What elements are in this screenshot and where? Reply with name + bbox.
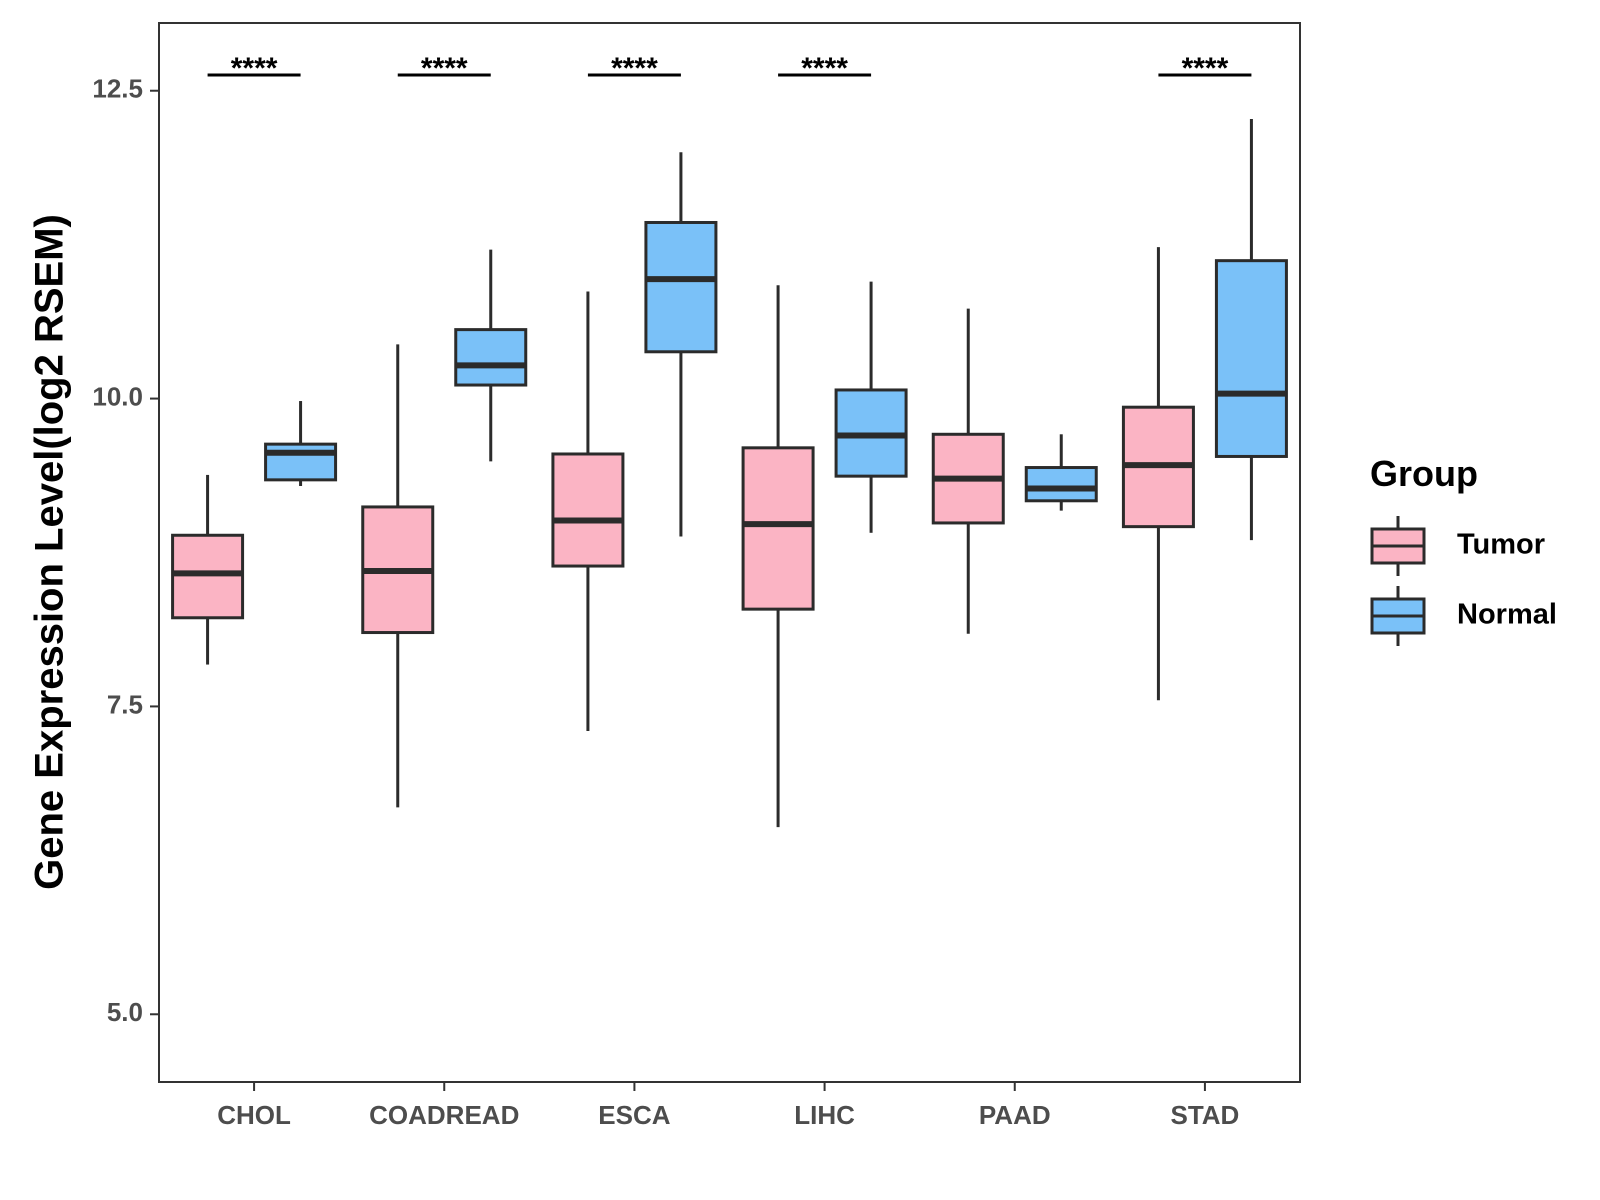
- boxes-layer: [171, 119, 1288, 828]
- significance-label: ****: [611, 52, 658, 85]
- box-tumor-paad: [931, 308, 1005, 634]
- box-normal-stad: [1214, 119, 1288, 541]
- box-body: [644, 220, 718, 354]
- x-tick-label-coadread: COADREAD: [369, 1100, 519, 1130]
- box-body: [1024, 466, 1098, 503]
- box-normal-paad: [1024, 434, 1098, 511]
- box-tumor-stad: [1121, 247, 1195, 701]
- legend-entry-normal: Normal: [1370, 586, 1557, 646]
- significance-lihc: ****: [778, 52, 872, 85]
- box-tumor-chol: [171, 474, 245, 665]
- legend-label: Tumor: [1457, 529, 1545, 561]
- plot-panel-border: [158, 22, 1301, 1083]
- legend-entries: Tumor Normal: [1370, 516, 1557, 646]
- significance-label: ****: [231, 52, 278, 85]
- significance-layer: **** **** **** **** ****: [207, 52, 1252, 85]
- y-axis-title: Gene Expression Level(log2 RSEM): [28, 214, 72, 890]
- x-tick-label-chol: CHOL: [217, 1100, 291, 1130]
- y-axis: 5.0 7.5 10.0 12.5: [92, 74, 159, 1027]
- legend-label: Normal: [1457, 599, 1557, 631]
- significance-coadread: ****: [397, 52, 491, 85]
- significance-esca: ****: [587, 52, 681, 85]
- box-tumor-lihc: [741, 285, 815, 828]
- box-normal-esca: [644, 152, 718, 537]
- box-normal-coadread: [454, 249, 528, 462]
- x-tick-label-paad: PAAD: [979, 1100, 1051, 1130]
- significance-stad: ****: [1158, 52, 1252, 85]
- box-normal-chol: [264, 401, 338, 487]
- box-tumor-esca: [551, 291, 625, 732]
- y-tick-label: 5.0: [107, 997, 143, 1027]
- box-body: [171, 533, 245, 620]
- box-body: [741, 446, 815, 611]
- box-body: [1214, 259, 1288, 458]
- y-tick-label: 12.5: [92, 74, 143, 104]
- x-axis: CHOL COADREAD ESCA LIHC PAAD STAD: [217, 1082, 1239, 1130]
- x-tick-label-stad: STAD: [1170, 1100, 1239, 1130]
- box-body: [264, 442, 338, 482]
- legend-title: Group: [1370, 453, 1478, 494]
- significance-label: ****: [421, 52, 468, 85]
- significance-label: ****: [1182, 52, 1229, 85]
- box-normal-lihc: [834, 281, 908, 533]
- x-tick-label-esca: ESCA: [598, 1100, 670, 1130]
- significance-chol: ****: [207, 52, 301, 85]
- legend: Group Tumor Normal: [1370, 453, 1557, 646]
- x-tick-label-lihc: LIHC: [794, 1100, 855, 1130]
- box-body: [454, 328, 528, 387]
- legend-entry-tumor: Tumor: [1370, 516, 1545, 576]
- box-body: [551, 452, 625, 568]
- y-tick-label: 7.5: [107, 689, 143, 719]
- box-tumor-coadread: [361, 344, 435, 808]
- significance-label: ****: [801, 52, 848, 85]
- y-tick-label: 10.0: [92, 381, 143, 411]
